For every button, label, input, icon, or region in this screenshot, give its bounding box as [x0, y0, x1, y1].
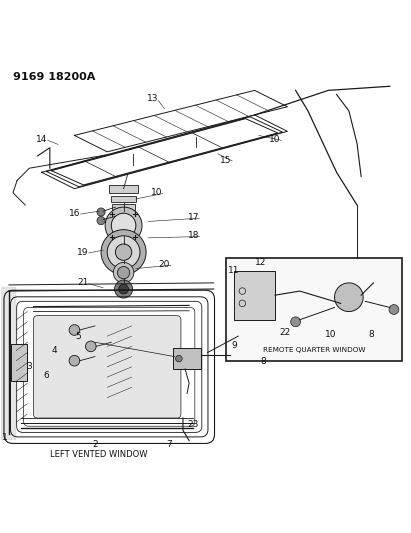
Circle shape — [389, 304, 399, 314]
Circle shape — [85, 341, 96, 352]
Circle shape — [107, 236, 140, 269]
Bar — [226, 259, 402, 361]
Circle shape — [335, 283, 363, 312]
Bar — [234, 271, 275, 320]
Text: 7: 7 — [166, 440, 171, 449]
Text: 10: 10 — [325, 329, 336, 338]
Circle shape — [101, 230, 146, 274]
Text: 22: 22 — [280, 328, 291, 336]
Text: 13: 13 — [146, 94, 158, 103]
Text: 10: 10 — [269, 135, 281, 144]
Text: 21: 21 — [77, 278, 88, 287]
Text: 17: 17 — [187, 213, 199, 222]
Text: 20: 20 — [159, 260, 170, 269]
Text: 1: 1 — [2, 433, 8, 442]
Circle shape — [115, 280, 133, 298]
Bar — [111, 196, 136, 202]
Circle shape — [105, 207, 142, 244]
Circle shape — [291, 317, 300, 327]
Text: 15: 15 — [220, 156, 232, 165]
Text: 10: 10 — [150, 188, 162, 197]
Text: 19: 19 — [77, 248, 88, 257]
Text: 8: 8 — [369, 329, 374, 338]
Text: 5: 5 — [76, 332, 81, 341]
Text: 9: 9 — [231, 341, 237, 350]
Text: 14: 14 — [36, 135, 47, 144]
Bar — [173, 349, 201, 369]
Circle shape — [118, 266, 130, 279]
Circle shape — [227, 350, 237, 359]
Text: REMOTE QUARTER WINDOW: REMOTE QUARTER WINDOW — [263, 348, 365, 353]
Text: 6: 6 — [43, 370, 48, 379]
Text: 16: 16 — [69, 209, 80, 218]
Text: 11: 11 — [229, 266, 240, 275]
Bar — [11, 344, 27, 381]
Text: 23: 23 — [187, 419, 199, 429]
Text: 4: 4 — [51, 346, 57, 355]
Circle shape — [119, 284, 129, 294]
Bar — [112, 204, 135, 210]
Text: 9169 18200A: 9169 18200A — [13, 72, 95, 82]
Circle shape — [69, 325, 80, 335]
Text: 2: 2 — [92, 440, 98, 449]
Text: 3: 3 — [26, 362, 32, 372]
Text: 8: 8 — [260, 357, 266, 366]
Circle shape — [97, 216, 105, 225]
Circle shape — [69, 356, 80, 366]
Circle shape — [113, 262, 134, 283]
Text: 18: 18 — [187, 231, 199, 240]
Circle shape — [97, 208, 105, 216]
Circle shape — [175, 356, 182, 362]
Bar — [109, 184, 138, 193]
FancyBboxPatch shape — [33, 316, 181, 418]
Text: 12: 12 — [255, 258, 266, 267]
Circle shape — [111, 213, 136, 238]
Text: LEFT VENTED WINDOW: LEFT VENTED WINDOW — [50, 450, 148, 458]
Circle shape — [115, 244, 132, 260]
